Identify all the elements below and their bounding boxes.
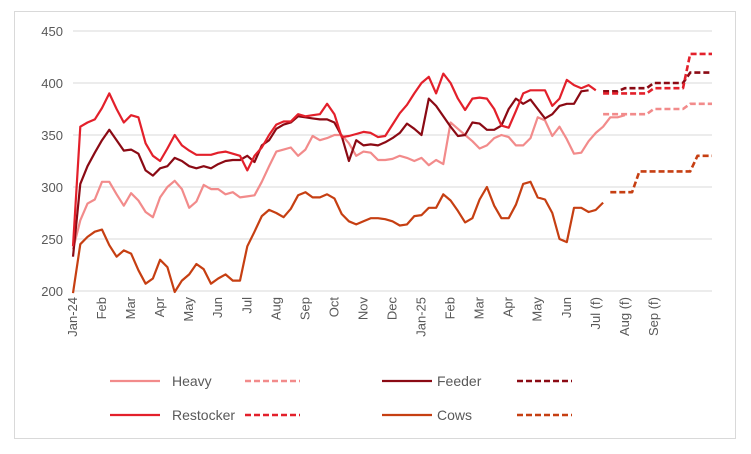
x-tick-label: Apr bbox=[501, 296, 516, 317]
series-line-1 bbox=[603, 102, 712, 116]
x-tick-label: Dec bbox=[385, 297, 400, 321]
gridlines bbox=[73, 30, 712, 292]
x-tick-label: Jul bbox=[239, 297, 254, 314]
x-tick-label: Jul (f) bbox=[588, 297, 603, 330]
chart-frame bbox=[14, 11, 736, 439]
series-line-5 bbox=[603, 52, 712, 95]
series-line-7 bbox=[610, 154, 712, 194]
x-tick-label: Aug bbox=[268, 297, 283, 320]
series-line-0 bbox=[71, 114, 626, 250]
series-lines bbox=[71, 52, 712, 294]
y-tick-label: 450 bbox=[41, 24, 63, 39]
x-tick-label: Apr bbox=[152, 296, 167, 317]
series-line-4 bbox=[71, 72, 597, 247]
x-tick-label: Oct bbox=[326, 297, 341, 318]
legend-label: Cows bbox=[437, 407, 472, 423]
x-tick-label: Jan-24 bbox=[65, 297, 80, 337]
y-tick-label: 200 bbox=[41, 284, 63, 299]
y-tick-label: 300 bbox=[41, 180, 63, 195]
series-line-3 bbox=[603, 71, 712, 93]
x-tick-label: Jun bbox=[210, 297, 225, 318]
series-line-2 bbox=[71, 89, 589, 257]
x-tick-label: Feb bbox=[443, 297, 458, 319]
series-line-6 bbox=[71, 180, 604, 294]
x-tick-label: May bbox=[181, 297, 196, 322]
legend-label: Feeder bbox=[437, 373, 482, 389]
x-tick-label: May bbox=[530, 297, 545, 322]
legend-label: Heavy bbox=[172, 373, 212, 389]
x-tick-label: Jan-25 bbox=[414, 297, 429, 337]
x-tick-label: Mar bbox=[123, 296, 138, 319]
x-tick-label: Mar bbox=[472, 296, 487, 319]
x-tick-label: Nov bbox=[355, 297, 370, 321]
x-tick-label: Jun bbox=[559, 297, 574, 318]
legend-label: Restocker bbox=[172, 407, 235, 423]
y-tick-label: 400 bbox=[41, 76, 63, 91]
y-tick-label: 250 bbox=[41, 232, 63, 247]
legend: Heavy Feeder Restocker Cows bbox=[110, 373, 572, 423]
x-tick-label: Aug (f) bbox=[617, 297, 632, 336]
x-tick-label: Sep (f) bbox=[646, 297, 661, 336]
x-tick-label: Sep bbox=[297, 297, 312, 320]
x-axis: Jan-24 Feb Mar Apr May Jun Jul Aug Sep Oct Nov Dec J… bbox=[65, 296, 661, 336]
y-tick-label: 350 bbox=[41, 128, 63, 143]
y-axis: 200 250 300 350 400 450 bbox=[41, 24, 63, 299]
x-tick-label: Feb bbox=[94, 297, 109, 319]
